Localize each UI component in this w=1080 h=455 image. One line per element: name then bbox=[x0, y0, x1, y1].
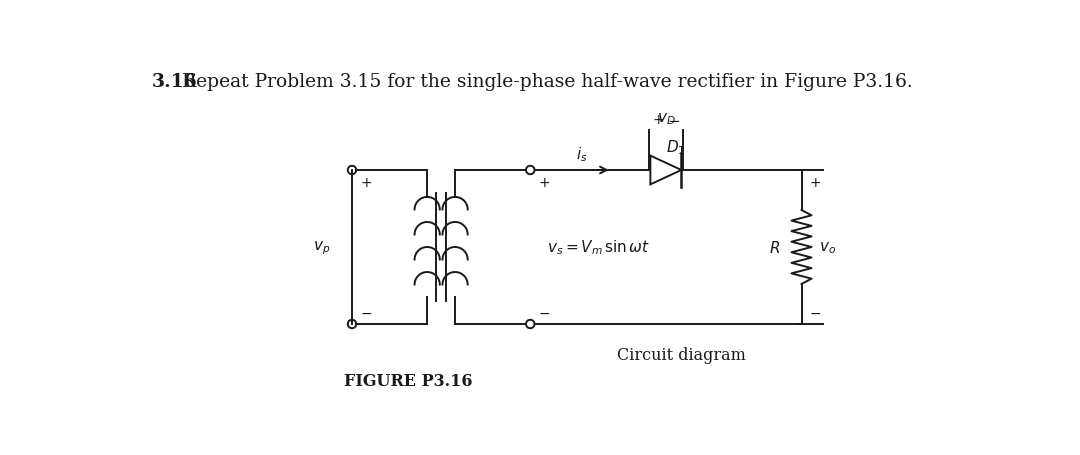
Text: $+$: $+$ bbox=[360, 176, 372, 190]
Text: $i_s$: $i_s$ bbox=[577, 145, 588, 164]
Text: FIGURE P3.16: FIGURE P3.16 bbox=[345, 372, 473, 389]
Text: $v_o$: $v_o$ bbox=[819, 240, 836, 255]
Text: $+$: $+$ bbox=[538, 176, 550, 190]
Text: $v_p$: $v_p$ bbox=[313, 239, 330, 256]
Text: $R$: $R$ bbox=[769, 239, 780, 255]
Text: $+$: $+$ bbox=[809, 176, 822, 190]
Text: $+$: $+$ bbox=[652, 113, 664, 127]
Text: $-$: $-$ bbox=[666, 112, 679, 127]
Text: $-$: $-$ bbox=[538, 305, 550, 319]
Text: 3.16: 3.16 bbox=[152, 73, 198, 91]
Text: $-$: $-$ bbox=[809, 305, 822, 319]
Text: $D_1$: $D_1$ bbox=[666, 138, 686, 157]
Text: Repeat Problem 3.15 for the single-phase half-wave rectifier in Figure P3.16.: Repeat Problem 3.15 for the single-phase… bbox=[181, 73, 913, 91]
Text: $v_s = V_m\,\sin\omega t$: $v_s = V_m\,\sin\omega t$ bbox=[546, 238, 649, 257]
Text: $-$: $-$ bbox=[360, 305, 372, 319]
Text: Circuit diagram: Circuit diagram bbox=[617, 346, 746, 363]
Text: $v_D$: $v_D$ bbox=[657, 111, 675, 127]
